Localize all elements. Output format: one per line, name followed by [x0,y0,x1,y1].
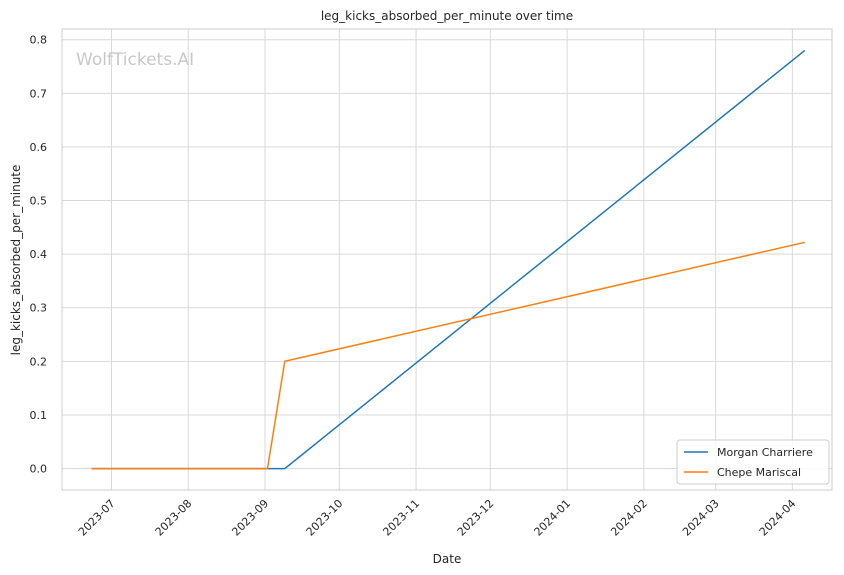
x-tick-label: 2024-03 [680,497,722,539]
x-tick-label: 2023-07 [76,497,118,539]
gridlines [62,29,832,490]
legend: Morgan Charriere Chepe Mariscal [676,439,830,485]
x-axis-label: Date [433,552,462,566]
series-line-morgan-charriere [91,49,806,470]
y-axis-label: leg_kicks_absorbed_per_minute [9,165,23,356]
y-tick-label: 0.0 [30,463,48,476]
y-tick-label: 0.7 [30,87,48,100]
series-group [91,49,806,470]
y-tick-label: 0.2 [30,355,48,368]
y-tick-label: 0.3 [30,302,48,315]
x-tick-label: 2023-09 [229,497,271,539]
legend-label-morgan-charriere: Morgan Charriere [717,446,813,459]
x-tick-label: 2023-08 [153,497,195,539]
x-tick-labels: 2023-07 2023-08 2023-09 2023-10 2023-11 2023-… [76,497,799,539]
legend-box [676,439,830,485]
chart-title: leg_kicks_absorbed_per_minute over time [321,9,573,23]
y-tick-label: 0.8 [30,34,48,47]
plot-area-frame [61,28,833,491]
x-tick-label: 2023-10 [304,497,346,539]
y-tick-label: 0.5 [30,195,48,208]
x-tick-label: 2024-01 [532,497,574,539]
x-tick-label: 2024-04 [757,497,799,539]
legend-label-chepe-mariscal: Chepe Mariscal [717,466,801,479]
x-tick-label: 2023-12 [455,497,497,539]
x-tick-label: 2024-02 [608,497,650,539]
y-tick-label: 0.1 [30,409,48,422]
watermark: WolfTickets.AI [76,50,194,70]
series-line-chepe-mariscal [91,241,805,470]
y-tick-labels: 0.0 0.1 0.2 0.3 0.4 0.5 0.6 0.7 0.8 [30,34,48,476]
y-tick-label: 0.4 [30,248,48,261]
y-tick-label: 0.6 [30,141,48,154]
x-tick-label: 2023-11 [380,497,422,539]
